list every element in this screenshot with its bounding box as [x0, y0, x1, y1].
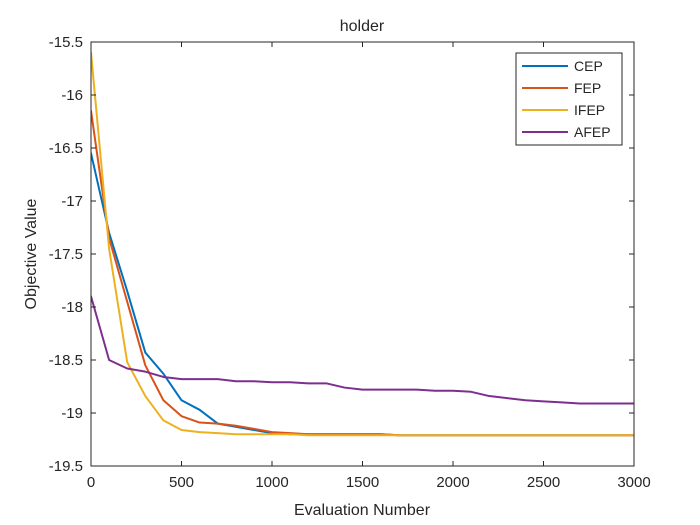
series-line-afep: [91, 295, 634, 405]
y-axis-label: Objective Value: [23, 198, 40, 309]
series-lines: [91, 51, 634, 437]
y-tick-label: -19: [61, 405, 83, 422]
axis-ticks: 0 500 1000 1500 2000 2500 3000 -15.5 -16 -16.5 -17…: [49, 34, 651, 491]
y-tick-label: -18: [61, 299, 83, 316]
chart-title: holder: [340, 18, 385, 35]
x-tick-label: 2000: [436, 474, 469, 491]
x-tick-label: 3000: [617, 474, 650, 491]
y-tick-label: -18.5: [49, 352, 83, 369]
legend-label-fep: FEP: [574, 80, 601, 96]
y-tick-label: -19.5: [49, 458, 83, 475]
y-tick-label: -16: [61, 87, 83, 104]
x-axis-label: Evaluation Number: [294, 502, 431, 519]
x-tick-label: 1000: [255, 474, 288, 491]
legend-label-cep: CEP: [574, 58, 603, 74]
x-tick-label: 2500: [527, 474, 560, 491]
legend-box: [515, 52, 623, 146]
legend-label-ifep: IFEP: [574, 102, 605, 118]
y-tick-label: -17: [61, 193, 83, 210]
legend: CEP FEP IFEP AFEP: [515, 52, 623, 146]
x-tick-label: 1500: [346, 474, 379, 491]
y-tick-label: -17.5: [49, 246, 83, 263]
series-line-ifep: [91, 51, 634, 437]
x-tick-label: 500: [169, 474, 194, 491]
y-tick-label: -15.5: [49, 34, 83, 51]
legend-label-afep: AFEP: [574, 124, 611, 140]
y-tick-label: -16.5: [49, 140, 83, 157]
x-tick-label: 0: [87, 474, 95, 491]
